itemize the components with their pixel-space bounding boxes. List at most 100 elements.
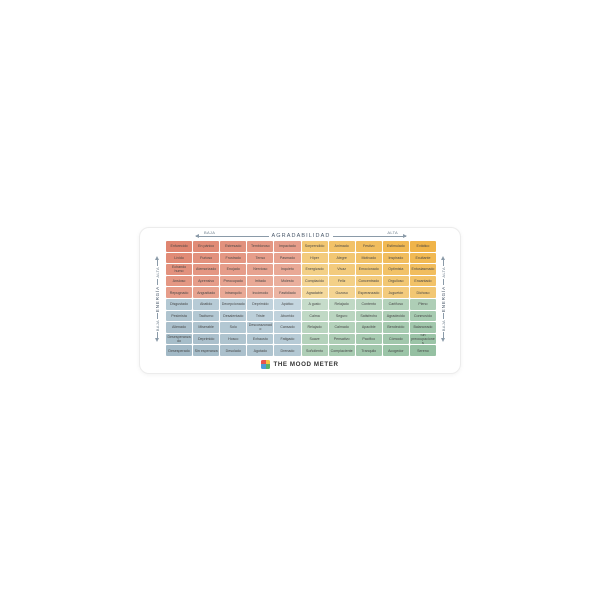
mood-cell: Relajado — [328, 299, 355, 310]
mood-cell: Fatigado — [274, 333, 301, 345]
mood-cell: Bendecido — [382, 322, 409, 333]
mood-cell: Contento — [355, 299, 382, 310]
mood-cell: Nervioso — [247, 264, 274, 275]
logo-green-square — [265, 364, 271, 369]
mood-cell: Pasmado — [274, 252, 301, 264]
mood-cell: Seguro — [328, 310, 355, 322]
mood-cell: A gusto — [301, 299, 328, 310]
arrow-up-icon — [155, 256, 159, 260]
mood-cell: Balanceado — [409, 322, 436, 333]
mood-cell: Conmovido — [409, 310, 436, 322]
mood-cell: Pacífico — [355, 333, 382, 345]
energy-high-label-right: ALTA — [440, 266, 446, 278]
logo-red-square — [261, 359, 266, 364]
mood-cell: Inspirado — [382, 252, 409, 264]
arrow-up-icon — [441, 256, 445, 260]
mood-cell: Calmado — [328, 322, 355, 333]
mood-cell: Aburrido — [274, 310, 301, 322]
mood-cell: Cansado — [274, 322, 301, 333]
mood-grid: Enfurecido En pánico Estresado Tembloroso Im… — [166, 241, 436, 356]
mood-cell: Emocionado — [355, 264, 382, 275]
mood-cell: Pesimista — [166, 310, 193, 322]
mood-cell: Complacido — [301, 275, 328, 287]
mood-cell: Extático — [409, 241, 436, 252]
mood-cell: Complaciente — [328, 345, 355, 356]
pleasantness-high-label: ALTA — [387, 230, 398, 235]
mood-cell: Sin esperanza — [193, 345, 220, 356]
mood-cell: Sorprendido — [301, 241, 328, 252]
mood-cell: Triste — [247, 310, 274, 322]
mood-cell: Taciturno — [193, 310, 220, 322]
arrow-down-icon — [155, 338, 159, 342]
mood-cell: Entusiasmado — [409, 264, 436, 275]
mood-cell: Enfurecido — [166, 241, 193, 252]
mood-cell: Deprimido — [247, 299, 274, 310]
mood-cell: Repugnado — [166, 287, 193, 298]
mood-cell: Suave — [301, 333, 328, 345]
mood-cell: Gozoso — [328, 287, 355, 298]
mood-cell: Dichoso — [409, 287, 436, 298]
mood-cell: Atemorizado — [193, 264, 220, 275]
mood-cell: Animado — [328, 241, 355, 252]
mood-meter-logo-icon — [261, 359, 271, 369]
mood-cell: Calma — [301, 310, 328, 322]
mood-cell: Sereno — [409, 345, 436, 356]
pleasantness-axis-title: AGRADABILIDAD — [271, 233, 331, 239]
mood-cell: Enojado — [220, 264, 247, 275]
mood-cell: Desesperanzado — [166, 333, 193, 345]
mood-cell: Pensativo — [328, 333, 355, 345]
brand-name: THE MOOD METER — [273, 360, 339, 368]
mood-cell: Sin preocupaciones — [409, 333, 436, 345]
brand-footer: THE MOOD METER — [140, 357, 460, 371]
mood-cell: Apático — [274, 299, 301, 310]
mood-cell: Miserable — [193, 322, 220, 333]
mood-cell: Festivo — [355, 241, 382, 252]
mood-cell: Disgustado — [166, 299, 193, 310]
mood-cell: Energizado — [301, 264, 328, 275]
mood-cell: Deprimido — [193, 333, 220, 345]
energy-axis-left: ALTA ENERGÍA BAJA — [151, 256, 163, 342]
mood-cell: Furioso — [193, 252, 220, 264]
mood-cell: Estimulado — [382, 241, 409, 252]
mood-cell: Desalentado — [220, 310, 247, 322]
energy-axis-title-right: ENERGÍA — [440, 285, 446, 312]
mood-cell: Alegre — [328, 252, 355, 264]
mood-cell: Acogedor — [382, 345, 409, 356]
mood-cell: Concentrado — [355, 275, 382, 287]
mood-cell: Alienado — [166, 322, 193, 333]
mood-cell: Feliz — [328, 275, 355, 287]
logo-blue-square — [261, 364, 266, 369]
mood-cell: Inquieto — [274, 264, 301, 275]
arrow-left-icon: BAJA — [195, 230, 269, 238]
mood-cell: Impactado — [274, 241, 301, 252]
mood-cell: Frustrado — [220, 252, 247, 264]
mood-cell: Tembloroso — [247, 241, 274, 252]
energy-axis-right: ALTA ENERGÍA BAJA — [437, 256, 449, 342]
mood-cell: Preocupado — [220, 275, 247, 287]
poster-card: BAJA AGRADABILIDAD ALTA ALTA ENERGÍA BAJ… — [139, 227, 461, 374]
mood-cell: Aprensivo — [193, 275, 220, 287]
mood-cell: Echando humo — [166, 264, 193, 275]
mood-cell: Molesto — [274, 275, 301, 287]
mood-cell: Encantado — [409, 275, 436, 287]
mood-cell: Fastidiado — [274, 287, 301, 298]
mood-cell: Incómodo — [247, 287, 274, 298]
mood-cell: Orgulloso — [382, 275, 409, 287]
mood-cell: Soñoliento — [301, 345, 328, 356]
mood-cell: En pánico — [193, 241, 220, 252]
mood-cell: Juguetón — [382, 287, 409, 298]
mood-cell: Motivado — [355, 252, 382, 264]
mood-cell: Angustiado — [193, 287, 220, 298]
logo-yellow-square — [265, 359, 271, 364]
mood-cell: Cómodo — [382, 333, 409, 345]
pleasantness-low-label: BAJA — [204, 230, 216, 235]
mood-cell: Agradable — [301, 287, 328, 298]
mood-cell: Desesperado — [166, 345, 193, 356]
mood-cell: Ansioso — [166, 275, 193, 287]
energy-axis-title-left: ENERGÍA — [154, 285, 160, 312]
mood-cell: Relajado — [301, 322, 328, 333]
energy-high-label-left: ALTA — [154, 266, 160, 278]
mood-cell: Vivaz — [328, 264, 355, 275]
pleasantness-axis: BAJA AGRADABILIDAD ALTA — [195, 230, 407, 241]
arrow-down-icon — [441, 338, 445, 342]
